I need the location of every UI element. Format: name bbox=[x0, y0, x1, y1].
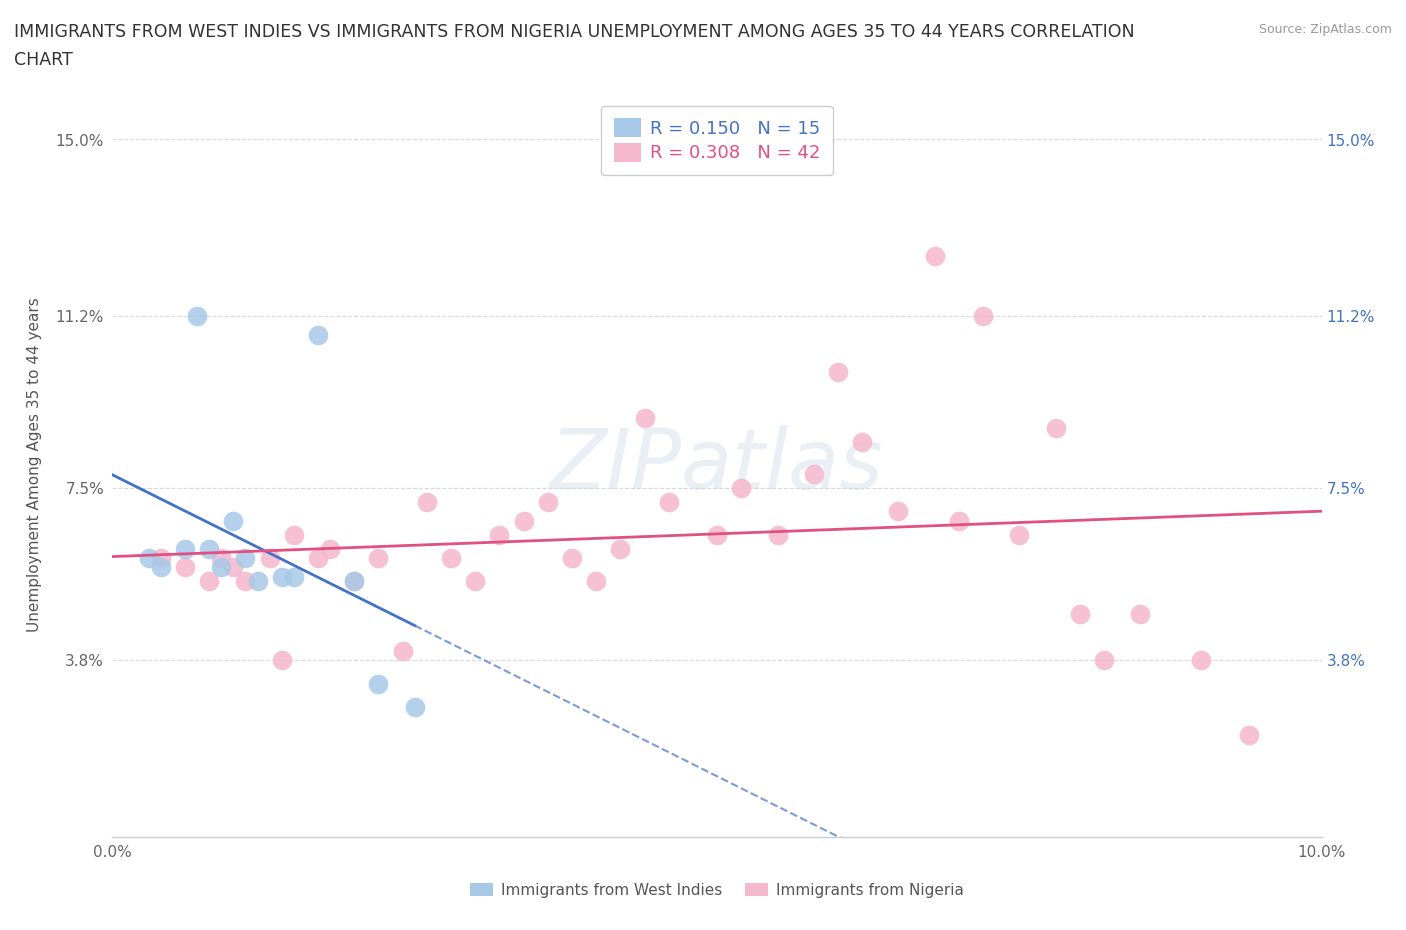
Text: Source: ZipAtlas.com: Source: ZipAtlas.com bbox=[1258, 23, 1392, 36]
Point bbox=[464, 574, 486, 589]
Point bbox=[174, 541, 197, 556]
Point bbox=[1237, 727, 1260, 742]
Point bbox=[367, 551, 389, 565]
Point bbox=[259, 551, 281, 565]
Point bbox=[887, 504, 910, 519]
Point bbox=[174, 560, 197, 575]
Point bbox=[730, 481, 752, 496]
Point bbox=[283, 569, 305, 584]
Point bbox=[512, 513, 534, 528]
Text: CHART: CHART bbox=[14, 51, 73, 69]
Point bbox=[827, 365, 849, 379]
Point bbox=[851, 434, 873, 449]
Point bbox=[1129, 606, 1152, 621]
Point bbox=[270, 653, 292, 668]
Point bbox=[138, 551, 160, 565]
Point bbox=[440, 551, 463, 565]
Point bbox=[270, 569, 292, 584]
Point bbox=[186, 309, 208, 324]
Point bbox=[235, 551, 257, 565]
Point bbox=[416, 495, 439, 510]
Legend: Immigrants from West Indies, Immigrants from Nigeria: Immigrants from West Indies, Immigrants … bbox=[464, 876, 970, 904]
Point bbox=[537, 495, 560, 510]
Point bbox=[198, 541, 221, 556]
Point bbox=[307, 327, 329, 342]
Point bbox=[391, 644, 413, 658]
Point bbox=[319, 541, 342, 556]
Point bbox=[209, 560, 232, 575]
Point bbox=[948, 513, 970, 528]
Point bbox=[1092, 653, 1115, 668]
Point bbox=[633, 411, 655, 426]
Point bbox=[404, 699, 426, 714]
Point bbox=[1069, 606, 1091, 621]
Point bbox=[706, 527, 728, 542]
Point bbox=[1045, 420, 1067, 435]
Point bbox=[222, 513, 245, 528]
Point bbox=[246, 574, 269, 589]
Point bbox=[561, 551, 583, 565]
Point bbox=[343, 574, 366, 589]
Point bbox=[367, 676, 389, 691]
Point bbox=[222, 560, 245, 575]
Point bbox=[924, 248, 946, 263]
Point bbox=[283, 527, 305, 542]
Point bbox=[149, 551, 172, 565]
Point bbox=[585, 574, 607, 589]
Text: IMMIGRANTS FROM WEST INDIES VS IMMIGRANTS FROM NIGERIA UNEMPLOYMENT AMONG AGES 3: IMMIGRANTS FROM WEST INDIES VS IMMIGRANT… bbox=[14, 23, 1135, 41]
Point bbox=[235, 574, 257, 589]
Point bbox=[343, 574, 366, 589]
Point bbox=[972, 309, 994, 324]
Point bbox=[658, 495, 681, 510]
Point bbox=[766, 527, 789, 542]
Point bbox=[803, 467, 825, 482]
Point bbox=[1008, 527, 1031, 542]
Point bbox=[198, 574, 221, 589]
Point bbox=[307, 551, 329, 565]
Point bbox=[1189, 653, 1212, 668]
Point bbox=[149, 560, 172, 575]
Point bbox=[609, 541, 631, 556]
Point bbox=[488, 527, 510, 542]
Y-axis label: Unemployment Among Ages 35 to 44 years: Unemployment Among Ages 35 to 44 years bbox=[27, 298, 42, 632]
Text: ZIPatlas: ZIPatlas bbox=[550, 424, 884, 506]
Point bbox=[209, 551, 232, 565]
